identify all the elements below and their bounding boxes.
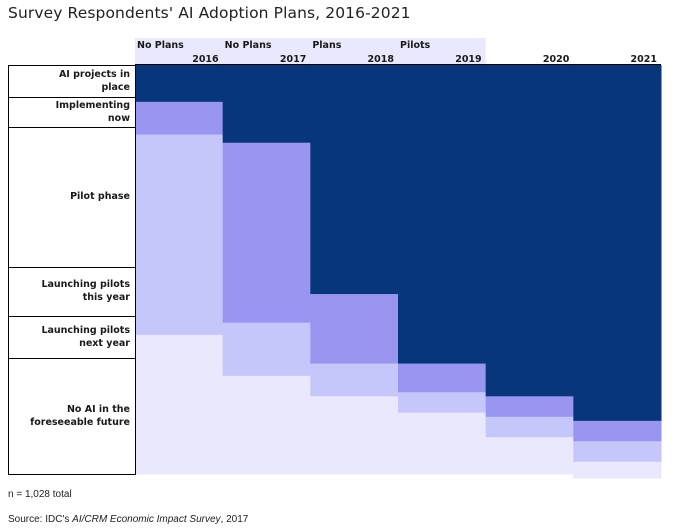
source-prefix: Source: IDC's [8, 514, 73, 525]
chart-title: Survey Respondents' AI Adoption Plans, 2… [8, 4, 411, 22]
stage-label-4: Launching pilots next year [8, 316, 136, 359]
segment-implementing-now-2018 [310, 294, 399, 365]
x-tick-label-2018: 2018 [368, 54, 395, 65]
segment-pilot-phase-2017 [222, 322, 311, 377]
segment-no-ai-2020 [485, 437, 574, 475]
segment-pilot-phase-2016 [135, 134, 224, 336]
segment-no-ai-2019 [398, 412, 487, 475]
segment-ai-projects-in-place-2020 [485, 65, 574, 397]
segment-ai-projects-in-place-2016 [135, 65, 224, 103]
segment-pilot-phase-2019 [398, 392, 487, 414]
stage-label-0: AI projects in place [8, 65, 136, 98]
x-tick-label-2016: 2016 [192, 54, 219, 65]
column-group-label-2019: Pilots [400, 40, 431, 51]
x-tick-label-2020: 2020 [543, 54, 570, 65]
segment-implementing-now-2021 [573, 420, 662, 442]
x-tick-label-2017: 2017 [280, 54, 306, 65]
stage-label-3: Launching pilots this year [8, 267, 136, 317]
segment-ai-projects-in-place-2018 [310, 65, 399, 295]
segment-ai-projects-in-place-2021 [573, 65, 662, 422]
segment-pilot-phase-2018 [310, 363, 399, 397]
segment-no-ai-2021 [573, 461, 662, 479]
column-group-label-2017: No Plans [225, 40, 272, 51]
stage-label-5: No AI in the foreseeable future [8, 358, 136, 475]
source-note: Source: IDC's AI/CRM Economic Impact Sur… [8, 514, 248, 525]
stage-label-1: Implementing now [8, 97, 136, 128]
header-band [135, 38, 486, 65]
column-group-label-2016: No Plans [137, 40, 184, 51]
segment-implementing-now-2017 [222, 142, 311, 324]
segment-implementing-now-2016 [135, 101, 224, 136]
sample-size-note: n = 1,028 total [8, 489, 72, 500]
segment-pilot-phase-2020 [485, 416, 574, 438]
column-group-label-2018: Plans [312, 40, 341, 51]
segment-implementing-now-2020 [485, 396, 574, 418]
segment-no-ai-2016 [135, 334, 224, 475]
segment-pilot-phase-2021 [573, 441, 662, 463]
segment-ai-projects-in-place-2019 [398, 65, 487, 365]
x-tick-label-2021: 2021 [631, 54, 657, 65]
stage-label-2: Pilot phase [8, 127, 136, 268]
x-tick-label-2019: 2019 [455, 54, 481, 65]
segment-implementing-now-2019 [398, 363, 487, 393]
segment-no-ai-2018 [310, 396, 399, 475]
segment-no-ai-2017 [222, 375, 311, 475]
segment-ai-projects-in-place-2017 [222, 65, 311, 144]
source-survey-name: AI/CRM Economic Impact Survey [72, 514, 221, 525]
source-suffix: , 2017 [220, 514, 249, 525]
